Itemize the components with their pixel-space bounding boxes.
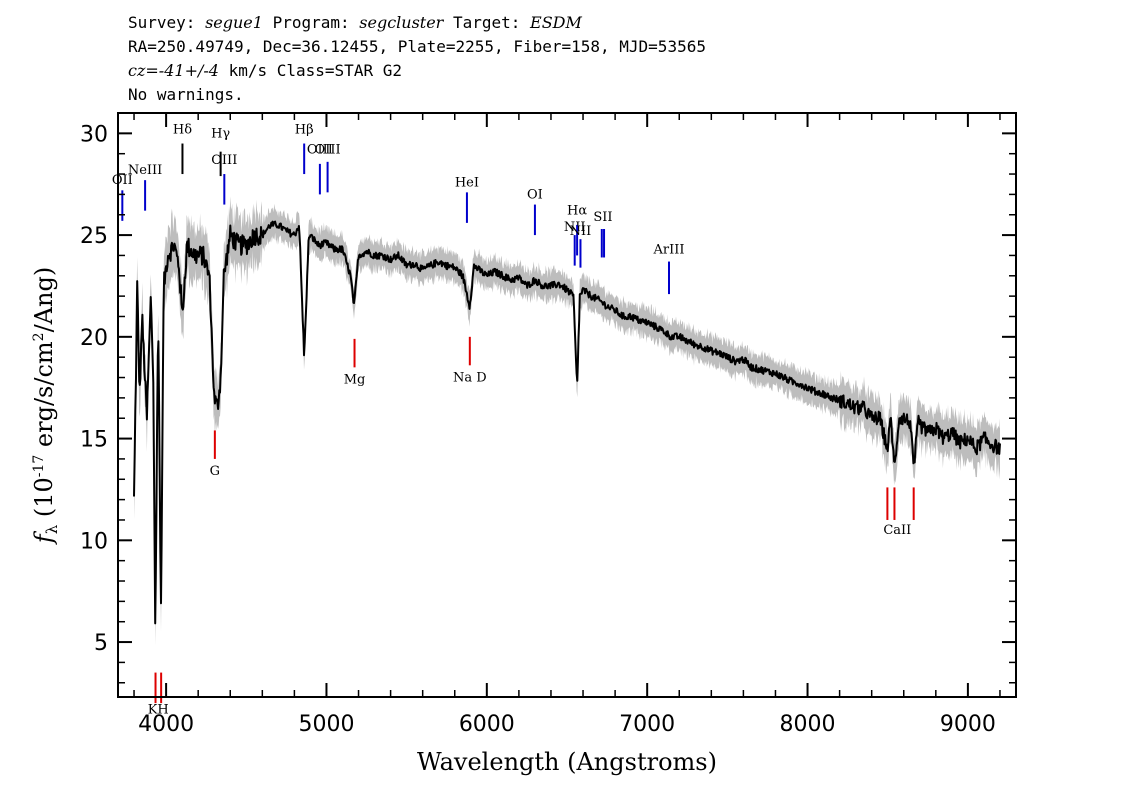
y-tick-label: 10 <box>80 529 108 554</box>
spectrum-line <box>133 220 1001 625</box>
x-tick-label: 4000 <box>138 712 194 737</box>
line-label-sii: SII <box>593 210 612 225</box>
y-tick-label: 20 <box>80 326 108 351</box>
y-title-open: (10 <box>30 477 58 525</box>
line-label-hβ: Hβ <box>295 122 314 137</box>
line-label-g: G <box>210 464 220 479</box>
cz-label: cz= <box>128 61 159 80</box>
line-label-oiii: OIII <box>307 143 333 158</box>
y-tick-label: 15 <box>80 428 108 453</box>
plot-frame <box>117 112 1017 698</box>
class-text: km/s Class=STAR G2 <box>218 61 402 80</box>
x-tick-label: 6000 <box>459 712 515 737</box>
y-title-mid: erg/s/cm <box>30 341 58 455</box>
y-title-sub: λ <box>43 524 61 534</box>
x-tick-label: 8000 <box>780 712 836 737</box>
target-value: ESDM <box>530 13 582 32</box>
y-title-close: /Ang) <box>30 267 58 333</box>
program-value: segcluster <box>359 13 444 32</box>
y-title-exp2: 2 <box>31 332 47 341</box>
x-tick-label: 7000 <box>619 712 675 737</box>
survey-label: Survey: <box>128 13 206 32</box>
line-label-nii: NII <box>564 220 586 235</box>
header-line-survey: Survey: segue1 Program: segcluster Targe… <box>128 11 706 35</box>
y-axis-title: fλ (10-17 erg/s/cm2/Ang) <box>30 267 61 545</box>
line-label-oiii: OIII <box>315 143 341 158</box>
header-line-coordinates: RA=250.49749, Dec=36.12455, Plate=2255, … <box>128 37 706 56</box>
target-label: Target: <box>443 13 531 32</box>
line-label-ariii: ArIII <box>652 242 684 257</box>
line-label-oi: OI <box>527 187 543 202</box>
y-tick-label: 30 <box>80 122 108 147</box>
x-tick-label: 9000 <box>940 712 996 737</box>
spectrum-header: Survey: segue1 Program: segcluster Targe… <box>128 11 706 107</box>
line-label-na-d: Na D <box>453 371 487 386</box>
line-label-hα: Hα <box>567 204 587 219</box>
error-band-layer <box>134 196 1000 646</box>
y-tick-label: 25 <box>80 224 108 249</box>
y-title-exp: -17 <box>31 455 47 478</box>
x-axis-title: Wavelength (Angstroms) <box>417 748 717 776</box>
line-label-hγ: Hγ <box>211 126 230 141</box>
header-line-redshift: cz=-41+/-4 km/s Class=STAR G2 <box>128 59 706 83</box>
line-label-oiii: OIII <box>211 153 237 168</box>
error-band <box>134 196 1000 646</box>
x-tick-label: 5000 <box>298 712 354 737</box>
spectrum-layer <box>133 220 1001 625</box>
line-label-nii: NII <box>570 224 592 239</box>
line-label-mg: Mg <box>344 373 366 388</box>
survey-value: segue1 <box>205 13 263 32</box>
line-label-hδ: Hδ <box>173 122 192 137</box>
line-label-hei: HeI <box>455 175 479 190</box>
header-line-warnings: No warnings. <box>128 85 244 104</box>
program-label: Program: <box>262 13 360 32</box>
line-label-caii: CaII <box>883 523 911 538</box>
axis-ticks-layer: 4000 5000 6000 7000 8000 9000 5 10 15 20 25 30 <box>80 113 1016 737</box>
y-tick-label: 5 <box>94 631 108 656</box>
line-label-neiii: NeIII <box>128 163 162 178</box>
line-label-kh: KH <box>148 702 169 717</box>
cz-value: -41+/-4 <box>158 61 219 80</box>
